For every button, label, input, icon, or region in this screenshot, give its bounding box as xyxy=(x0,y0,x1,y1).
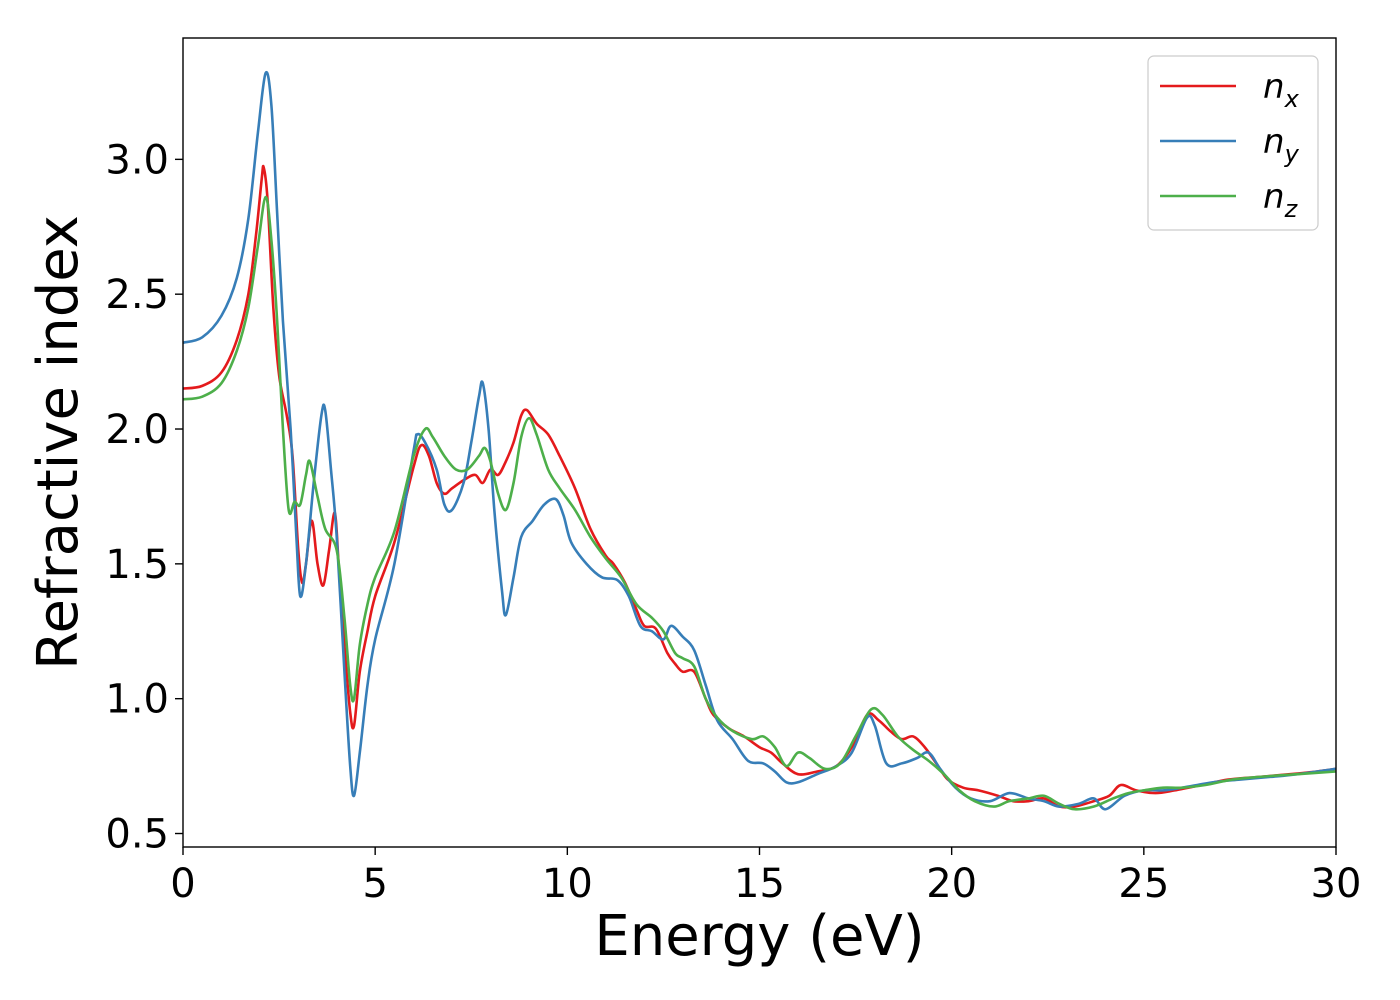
x-tick-label: 30 xyxy=(1311,861,1362,907)
y-tick-label: 3.0 xyxy=(105,137,169,183)
legend: nx ny nz xyxy=(1147,55,1319,231)
y-tick-label: 2.5 xyxy=(105,272,169,318)
legend-box xyxy=(1147,55,1319,231)
x-tick-label: 15 xyxy=(734,861,785,907)
series-line-nz xyxy=(183,195,1336,811)
y-tick-label: 1.0 xyxy=(105,677,169,723)
x-axis-ticks: 0 5 10 15 20 25 30 xyxy=(170,847,1361,907)
x-axis-label: Energy (eV) xyxy=(594,904,924,969)
x-tick-label: 20 xyxy=(926,861,977,907)
legend-label-nx: nx xyxy=(1263,67,1300,113)
series-line-ny xyxy=(183,70,1336,811)
y-axis-ticks: 0.5 1.0 1.5 2.0 2.5 3.0 xyxy=(105,137,183,858)
y-tick-label: 1.5 xyxy=(105,542,169,588)
legend-label-nz: nz xyxy=(1263,177,1299,223)
plot-lines xyxy=(183,70,1336,811)
x-tick-label: 10 xyxy=(542,861,593,907)
y-axis-label: Refractive index xyxy=(26,215,91,670)
y-tick-label: 0.5 xyxy=(105,812,169,858)
series-line-nx xyxy=(183,164,1336,809)
x-tick-label: 0 xyxy=(170,861,195,907)
legend-label-ny: ny xyxy=(1263,122,1300,168)
x-tick-label: 25 xyxy=(1118,861,1169,907)
x-tick-label: 5 xyxy=(362,861,387,907)
y-tick-label: 2.0 xyxy=(105,407,169,453)
